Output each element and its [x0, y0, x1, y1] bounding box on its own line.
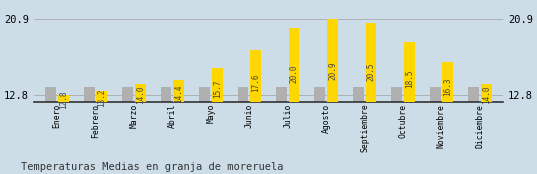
Bar: [135, 84, 146, 102]
Bar: [161, 87, 171, 102]
Text: Temperaturas Medias en granja de moreruela: Temperaturas Medias en granja de morerue…: [21, 162, 284, 172]
Text: 20.9: 20.9: [328, 61, 337, 80]
Bar: [212, 68, 222, 102]
Bar: [276, 87, 287, 102]
Text: 14.4: 14.4: [174, 85, 183, 103]
Bar: [327, 19, 338, 102]
Bar: [442, 62, 453, 102]
Text: 17.6: 17.6: [251, 73, 260, 92]
Text: 20.0: 20.0: [289, 65, 299, 83]
Bar: [84, 87, 95, 102]
Text: 20.5: 20.5: [366, 63, 375, 81]
Text: 13.2: 13.2: [97, 89, 106, 107]
Text: 16.3: 16.3: [444, 78, 452, 96]
Bar: [353, 87, 364, 102]
Bar: [97, 91, 107, 102]
Bar: [122, 87, 133, 102]
Bar: [250, 50, 261, 102]
Bar: [430, 87, 440, 102]
Bar: [237, 87, 248, 102]
Bar: [468, 87, 479, 102]
Bar: [391, 87, 402, 102]
Text: 14.0: 14.0: [482, 86, 491, 104]
Bar: [404, 42, 415, 102]
Bar: [481, 84, 492, 102]
Bar: [289, 27, 300, 102]
Bar: [173, 80, 184, 102]
Bar: [366, 23, 376, 102]
Text: 12.8: 12.8: [59, 90, 68, 109]
Text: 14.0: 14.0: [136, 86, 145, 104]
Text: 18.5: 18.5: [405, 70, 414, 88]
Bar: [45, 87, 56, 102]
Bar: [315, 87, 325, 102]
Bar: [58, 95, 69, 102]
Text: 15.7: 15.7: [213, 80, 222, 98]
Bar: [199, 87, 210, 102]
